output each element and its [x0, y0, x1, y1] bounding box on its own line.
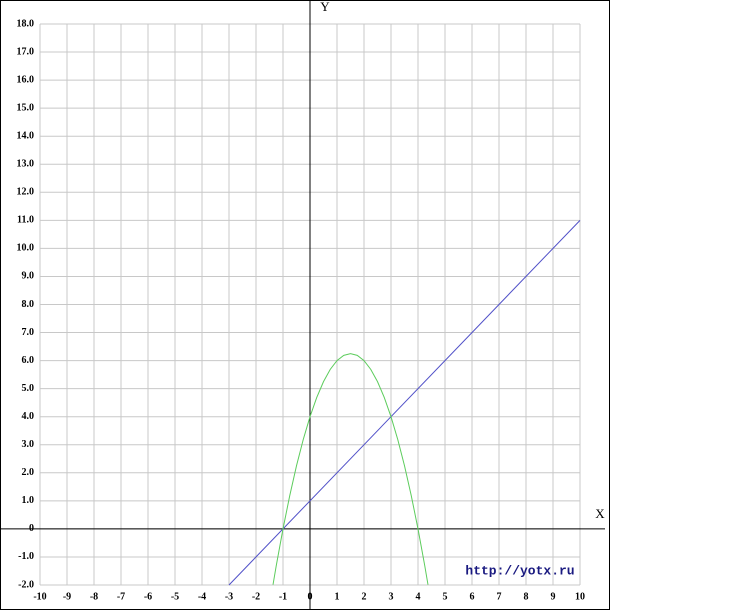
y-tick-label: 1.0: [22, 495, 35, 506]
y-tick-label: 11.0: [17, 215, 34, 226]
x-tick-label: 5: [443, 591, 448, 602]
y-tick-label: 13.0: [17, 159, 35, 170]
x-tick-label: -7: [117, 591, 125, 602]
y-tick-label: 4.0: [22, 411, 35, 422]
x-tick-label: -2: [252, 591, 260, 602]
function-curve: [272, 353, 429, 585]
x-tick-label: -6: [144, 591, 152, 602]
x-axis-label: X: [595, 506, 605, 521]
x-tick-label: 2: [362, 591, 367, 602]
x-tick-label: 3: [389, 591, 394, 602]
x-tick-label: -1: [279, 591, 287, 602]
y-tick-label: 14.0: [17, 130, 35, 141]
y-tick-label: 6.0: [22, 355, 35, 366]
x-tick-label: 4: [416, 591, 421, 602]
y-tick-label: -1.0: [18, 551, 34, 562]
x-tick-label: -3: [225, 591, 233, 602]
y-tick-label: 17.0: [17, 46, 35, 57]
x-tick-label: -8: [90, 591, 98, 602]
y-tick-label: 15.0: [17, 102, 35, 113]
y-tick-label: 16.0: [17, 74, 35, 85]
watermark: http://yotx.ru: [465, 563, 574, 578]
x-tick-label: -5: [171, 591, 179, 602]
x-tick-label: 1: [335, 591, 340, 602]
y-tick-label: 7.0: [22, 327, 35, 338]
y-tick-label: 10.0: [17, 243, 35, 254]
y-tick-label: 3.0: [22, 439, 35, 450]
x-tick-label: -10: [33, 591, 46, 602]
y-tick-label: 18.0: [17, 18, 35, 29]
y-tick-label: 12.0: [17, 187, 35, 198]
y-axis-label: Y: [320, 0, 330, 14]
x-tick-label: -9: [63, 591, 71, 602]
y-tick-label: 5.0: [22, 383, 35, 394]
x-tick-label: 9: [551, 591, 556, 602]
x-tick-label: 7: [497, 591, 502, 602]
frame: [0, 0, 610, 610]
x-tick-label: 6: [470, 591, 475, 602]
y-tick-label: -2.0: [18, 579, 34, 590]
y-tick-label: 8.0: [22, 299, 35, 310]
x-tick-label: -4: [198, 591, 206, 602]
function-curve: [228, 220, 581, 586]
x-tick-label: 8: [524, 591, 529, 602]
x-tick-label: 10: [575, 591, 585, 602]
y-tick-label: 9.0: [22, 271, 35, 282]
y-tick-label: 2.0: [22, 467, 35, 478]
